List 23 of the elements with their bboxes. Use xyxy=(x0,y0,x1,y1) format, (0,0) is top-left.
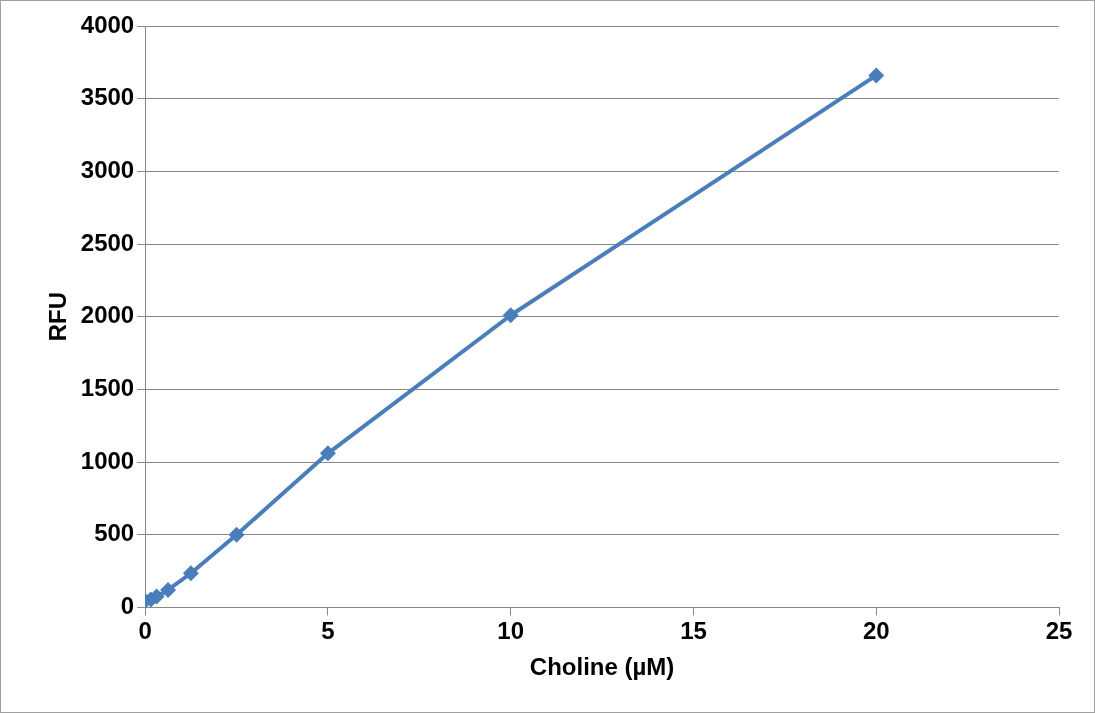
point xyxy=(502,307,519,324)
point xyxy=(868,67,885,84)
x-tick-label: 5 xyxy=(321,617,335,645)
y-tick-label: 1000 xyxy=(80,446,135,474)
y-tick-label: 4000 xyxy=(80,10,135,38)
point xyxy=(160,581,177,598)
y-tick-label: 500 xyxy=(94,519,135,547)
x-tick-label: 20 xyxy=(862,617,890,645)
y-tick-label: 3000 xyxy=(80,155,135,183)
x-tick-label: 0 xyxy=(138,617,152,645)
y-tick-label: 1500 xyxy=(80,374,135,401)
x-axis-title: Choline (µM) xyxy=(529,653,675,681)
y-tick-label: 3500 xyxy=(80,83,135,111)
point xyxy=(182,565,199,582)
x-tick-label: 25 xyxy=(1045,617,1073,645)
point xyxy=(319,445,336,462)
y-tick-label: 2000 xyxy=(80,301,135,329)
x-tick-label: 10 xyxy=(497,617,525,645)
y-tick-label: 0 xyxy=(120,592,135,620)
x-tick-label: 15 xyxy=(680,617,707,645)
y-axis-title: RFU xyxy=(44,292,72,342)
y-tick-label: 2500 xyxy=(80,228,135,256)
point xyxy=(228,526,245,543)
